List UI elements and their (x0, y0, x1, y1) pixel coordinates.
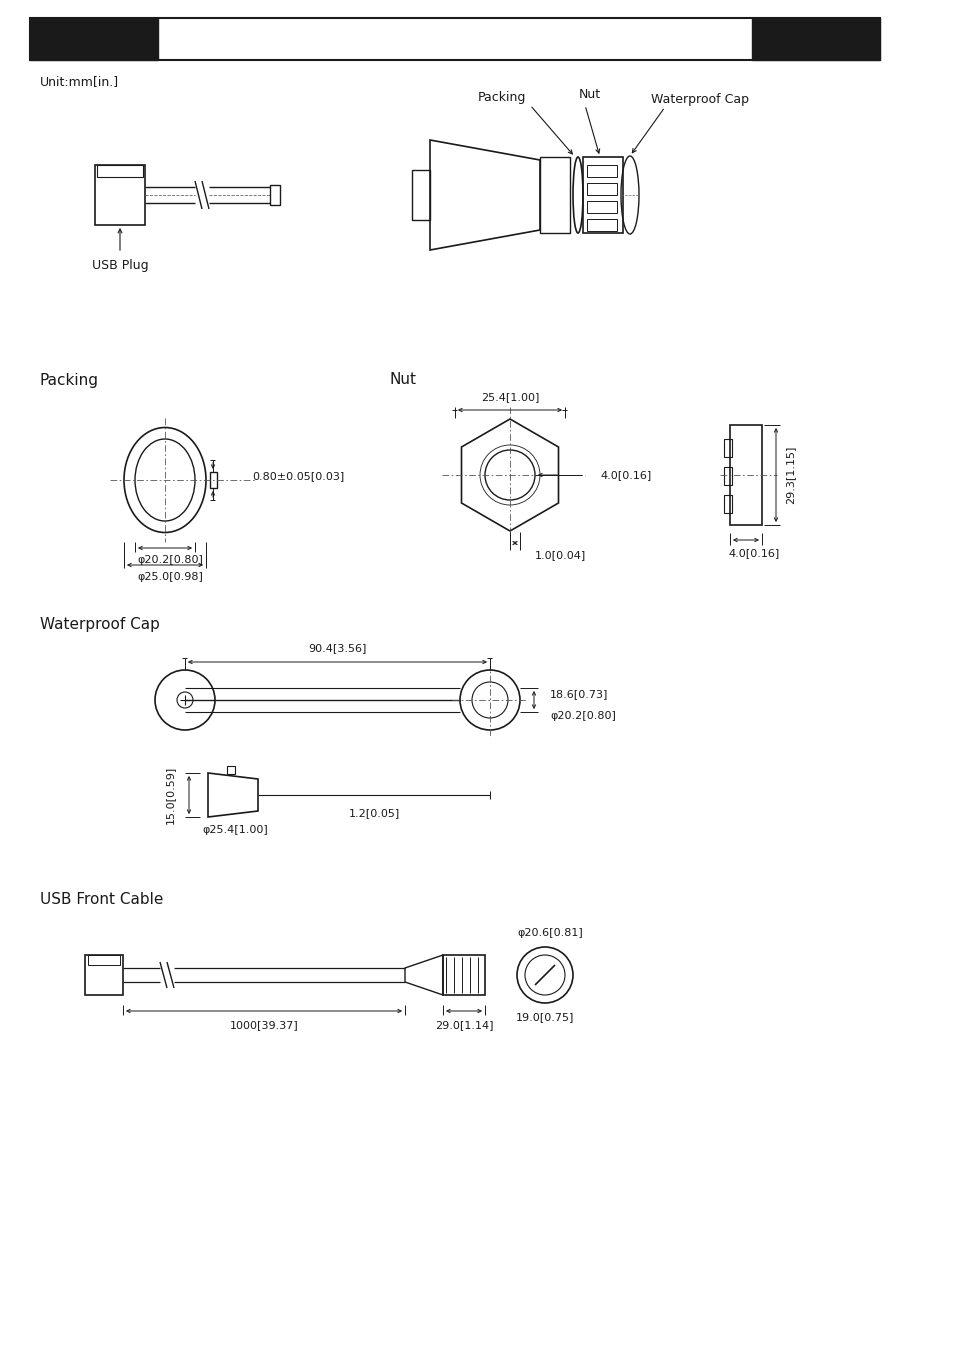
Text: φ20.2[0.80]: φ20.2[0.80] (550, 711, 616, 721)
Text: 1.0[0.04]: 1.0[0.04] (535, 549, 586, 560)
Text: Waterproof Cap: Waterproof Cap (650, 93, 748, 105)
Text: φ20.6[0.81]: φ20.6[0.81] (517, 927, 582, 938)
Text: φ20.2[0.80]: φ20.2[0.80] (137, 555, 203, 566)
Bar (210, 472, 216, 487)
Text: 19.0[0.75]: 19.0[0.75] (516, 1012, 574, 1022)
Text: Packing: Packing (40, 373, 99, 387)
Bar (95, 165, 145, 225)
Bar (723, 467, 731, 485)
Text: 15.0[0.59]: 15.0[0.59] (165, 765, 174, 824)
Text: 4.0[0.16]: 4.0[0.16] (727, 548, 779, 558)
Text: Nut: Nut (390, 373, 416, 387)
Text: 1000[39.37]: 1000[39.37] (230, 1021, 298, 1030)
Bar (582, 157, 622, 234)
Text: φ25.0[0.98]: φ25.0[0.98] (137, 572, 203, 582)
Bar (586, 201, 617, 213)
Bar (586, 184, 617, 194)
Text: 25.4[1.00]: 25.4[1.00] (480, 392, 538, 402)
Text: 4.0[0.16]: 4.0[0.16] (599, 470, 651, 481)
Bar (412, 170, 430, 220)
Bar (270, 185, 280, 205)
Bar (586, 165, 617, 177)
Text: Nut: Nut (578, 89, 600, 101)
Bar (723, 495, 731, 513)
Bar (723, 439, 731, 458)
Bar (442, 954, 484, 995)
Bar (539, 157, 569, 234)
Text: 1.2[0.05]: 1.2[0.05] (348, 809, 399, 818)
Text: 0.80±0.05[0.03]: 0.80±0.05[0.03] (252, 471, 344, 481)
Bar (85, 954, 123, 995)
Bar (729, 425, 761, 525)
Text: Packing: Packing (477, 90, 526, 104)
Text: Waterproof Cap: Waterproof Cap (40, 617, 160, 633)
Bar (30, 18, 879, 59)
Text: Unit:mm[in.]: Unit:mm[in.] (40, 76, 119, 89)
Bar (88, 954, 120, 965)
Text: USB Plug: USB Plug (91, 258, 148, 271)
Text: φ25.4[1.00]: φ25.4[1.00] (202, 825, 268, 836)
Bar (30, 18, 158, 59)
Bar (751, 18, 879, 59)
Text: USB Front Cable: USB Front Cable (40, 892, 163, 907)
Text: 29.0[1.14]: 29.0[1.14] (435, 1021, 493, 1030)
Bar (586, 219, 617, 231)
Bar (97, 165, 143, 177)
Text: 90.4[3.56]: 90.4[3.56] (308, 643, 366, 653)
Text: 18.6[0.73]: 18.6[0.73] (550, 688, 608, 699)
Bar (227, 765, 234, 774)
Text: 29.3[1.15]: 29.3[1.15] (784, 446, 794, 504)
